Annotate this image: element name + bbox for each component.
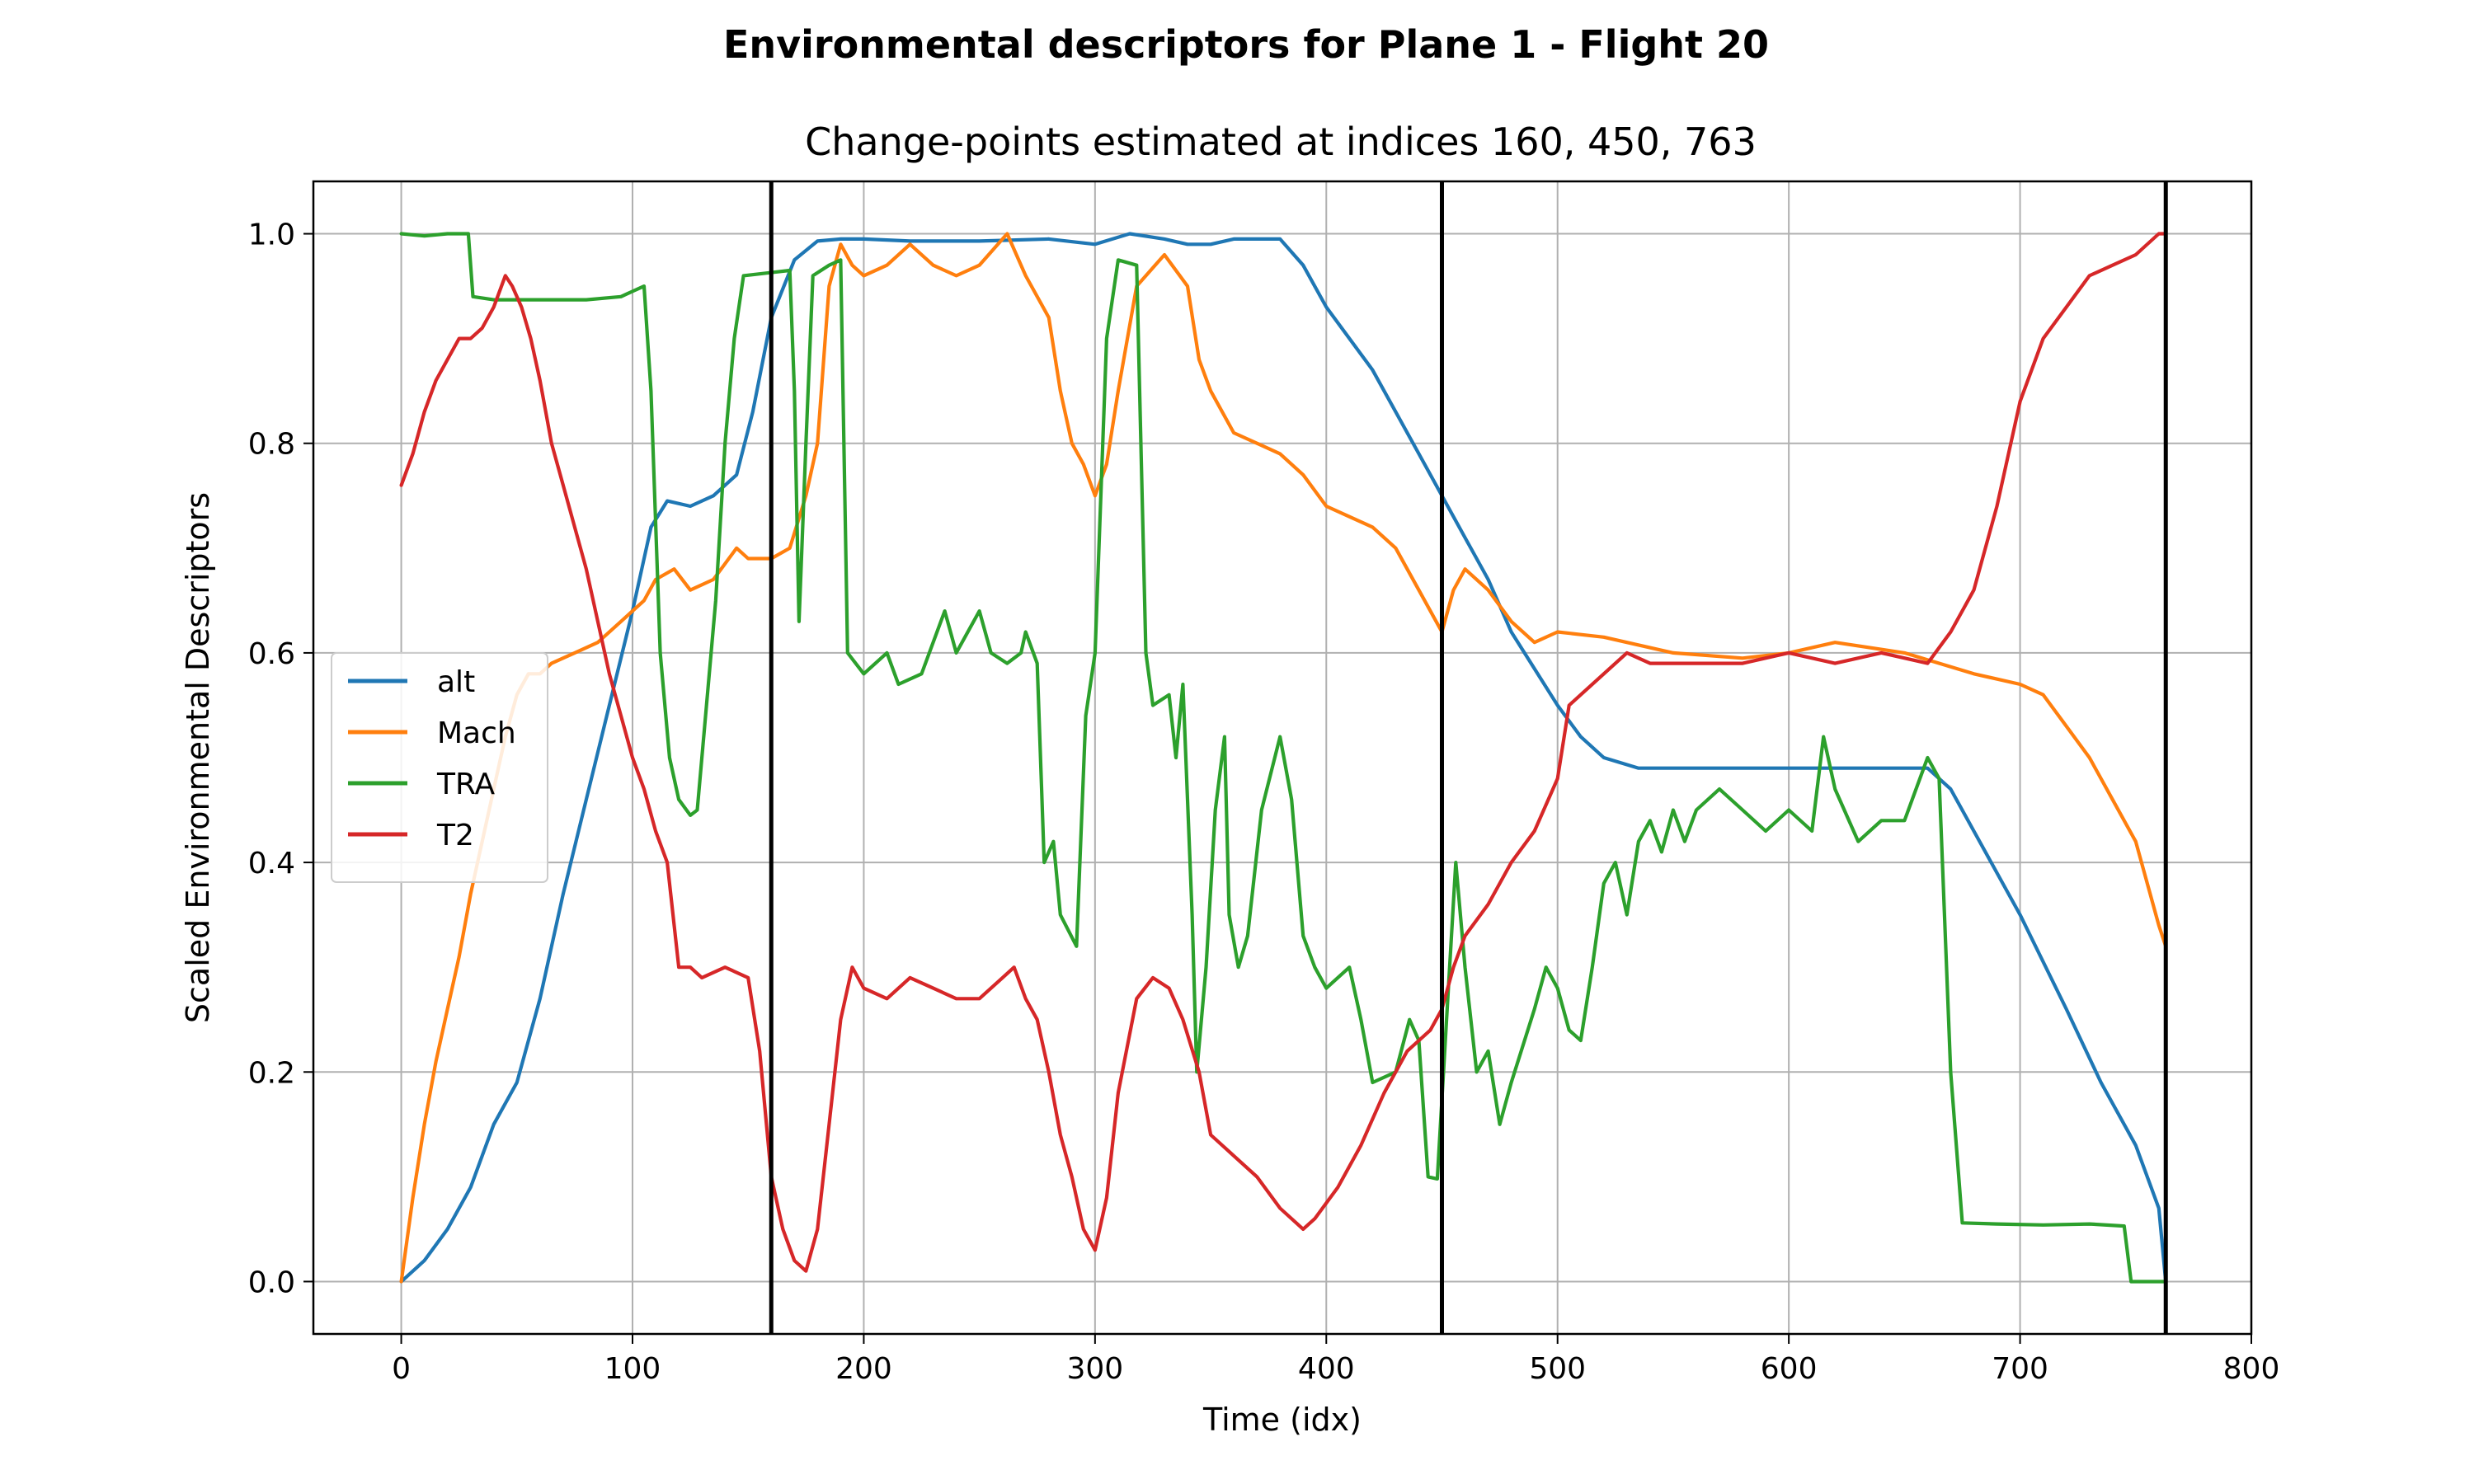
x-tick-label: 700 [1992,1352,2048,1386]
x-tick-label: 600 [1761,1352,1818,1386]
series-line-mach [399,232,2168,1284]
legend-label-alt: alt [437,665,475,699]
change-points [769,181,2168,1334]
y-tick-label: 0.6 [248,637,295,671]
y-tick-label: 1.0 [248,218,295,252]
series-line-tra [399,232,2168,1284]
grid [313,181,2252,1334]
plot-frame [312,180,2253,1336]
y-axis: 0.0 0.2 0.4 0.6 0.8 1.0 [248,218,313,1299]
legend-label-mach: Mach [437,716,516,750]
x-tick-label: 100 [604,1352,661,1386]
x-tick-label: 0 [392,1352,411,1386]
legend-box [331,652,548,883]
x-axis: 0 100 200 300 400 500 600 700 800 [392,1334,2279,1386]
y-tick-label: 0.2 [248,1056,295,1090]
plot-area [399,232,2168,1284]
x-tick-label: 400 [1298,1352,1355,1386]
x-axis-label: Time (idx) [1202,1402,1362,1438]
x-tick-label: 800 [2223,1352,2280,1386]
chart-subtitle: Change-points estimated at indices 160, … [805,120,1757,164]
x-tick-label: 200 [835,1352,892,1386]
y-axis-label: Scaled Environmental Descriptors [180,492,216,1023]
legend-label-tra: TRA [436,768,496,801]
x-tick-label: 300 [1066,1352,1123,1386]
y-tick-label: 0.0 [248,1266,295,1299]
y-tick-label: 0.4 [248,847,295,881]
y-tick-label: 0.8 [248,428,295,462]
chart-title: Environmental descriptors for Plane 1 - … [723,22,1769,67]
legend-label-t2: T2 [436,819,474,852]
legend: alt Mach TRA T2 [331,652,548,883]
series-line-t2 [399,232,2168,1273]
x-tick-label: 500 [1529,1352,1586,1386]
